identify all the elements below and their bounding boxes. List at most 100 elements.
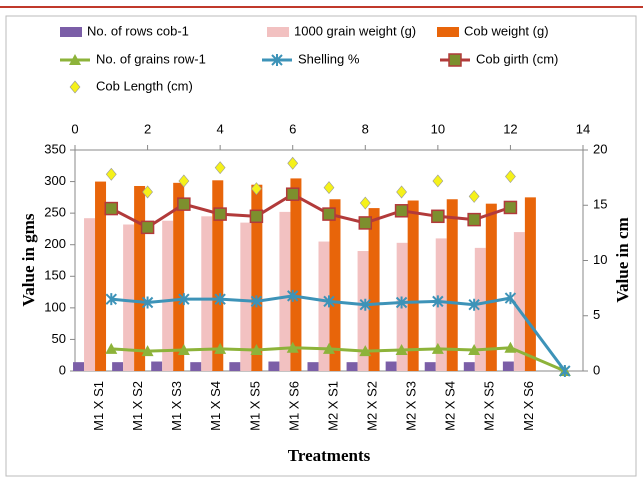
bar [73,362,85,371]
x-axis-title: Treatments [288,446,371,465]
point [104,201,119,216]
bar [268,361,280,371]
x-tick-label: M1 X S4 [208,381,223,431]
x-tick-label: M1 X S1 [91,381,106,431]
point [105,167,117,181]
point [395,344,408,356]
frame [5,15,637,477]
legend-swatch [267,27,289,37]
point [323,295,335,308]
point [468,344,481,356]
point [395,296,408,309]
legend-marker [271,54,283,66]
x2-tick-label: 2 [144,121,151,136]
point [503,200,518,215]
x2-tick-label: 12 [503,121,517,136]
bar [368,208,380,371]
bar [329,199,341,371]
point [359,298,371,311]
y2-tick-label: 5 [593,307,600,322]
bar [112,362,124,371]
point [359,345,372,357]
bar [240,222,252,371]
y-axis-title: Value in gms [19,213,38,306]
bar [446,199,458,371]
point [431,342,444,354]
bar [162,220,174,371]
bar [424,362,436,371]
bar [123,224,135,371]
x-tick-label: M1 X S6 [286,381,301,431]
legend-marker [69,80,81,94]
point [468,298,480,311]
legend-label: Cob Length (cm) [96,78,193,93]
bar [201,216,213,371]
legend-label: 1000 grain weight (g) [294,23,416,38]
point [177,197,191,211]
point [396,185,407,199]
point [286,341,299,353]
point [559,365,571,377]
bar [502,361,514,371]
x2-tick-label: 0 [71,121,78,136]
point [359,196,371,210]
point [249,209,264,224]
point [213,207,227,221]
point [505,170,516,183]
x-tick-label: M2 X S5 [482,381,497,431]
x-tick-label: M1 X S5 [247,381,262,431]
x2-tick-label: 8 [362,121,369,136]
x-tick-label: M1 X S3 [169,381,184,431]
y-tick-label: 100 [44,299,66,314]
x2-tick-label: 6 [289,121,296,136]
y-tick-label: 350 [44,141,66,156]
x-tick-label: M2 X S1 [325,381,340,431]
y2-axis-title: Value in cm [613,217,632,302]
legend-label: Shelling % [298,51,360,66]
x2-tick-label: 10 [431,121,445,136]
bar [134,185,146,371]
point [394,204,409,218]
bar [229,362,241,371]
point [142,185,153,199]
bar [474,247,486,371]
bar [95,181,107,371]
x-tick-label: M1 X S2 [130,381,145,431]
point [504,341,517,353]
point [287,156,299,170]
point [322,207,336,221]
y2-tick-label: 15 [593,197,607,212]
bar [485,203,497,371]
bar [307,362,319,371]
y-tick-label: 200 [44,236,66,251]
point [214,161,226,175]
point [358,216,373,230]
point [105,342,118,354]
y2-tick-label: 20 [593,141,607,156]
bar [290,178,302,371]
legend-label: Cob girth (cm) [476,51,558,66]
bar [212,180,224,371]
point [250,344,263,356]
legend-swatch [437,27,459,37]
y-tick-label: 250 [44,205,66,220]
x-tick-label: M2 X S3 [404,381,419,431]
legend-label: Cob weight (g) [464,23,549,38]
point [323,181,335,195]
bar [357,251,369,371]
point [432,174,444,188]
point [323,342,335,354]
legend-swatch [60,27,82,37]
point [250,295,263,308]
legend-label: No. of grains row-1 [96,51,206,66]
y2-tick-label: 10 [593,252,607,267]
point [287,289,299,302]
y-tick-label: 50 [52,331,66,346]
bar [524,197,536,371]
x2-tick-label: 4 [217,121,224,136]
y2-tick-label: 0 [593,362,600,377]
point [467,212,481,227]
x-tick-label: M2 X S2 [365,381,380,431]
bar [190,362,202,371]
